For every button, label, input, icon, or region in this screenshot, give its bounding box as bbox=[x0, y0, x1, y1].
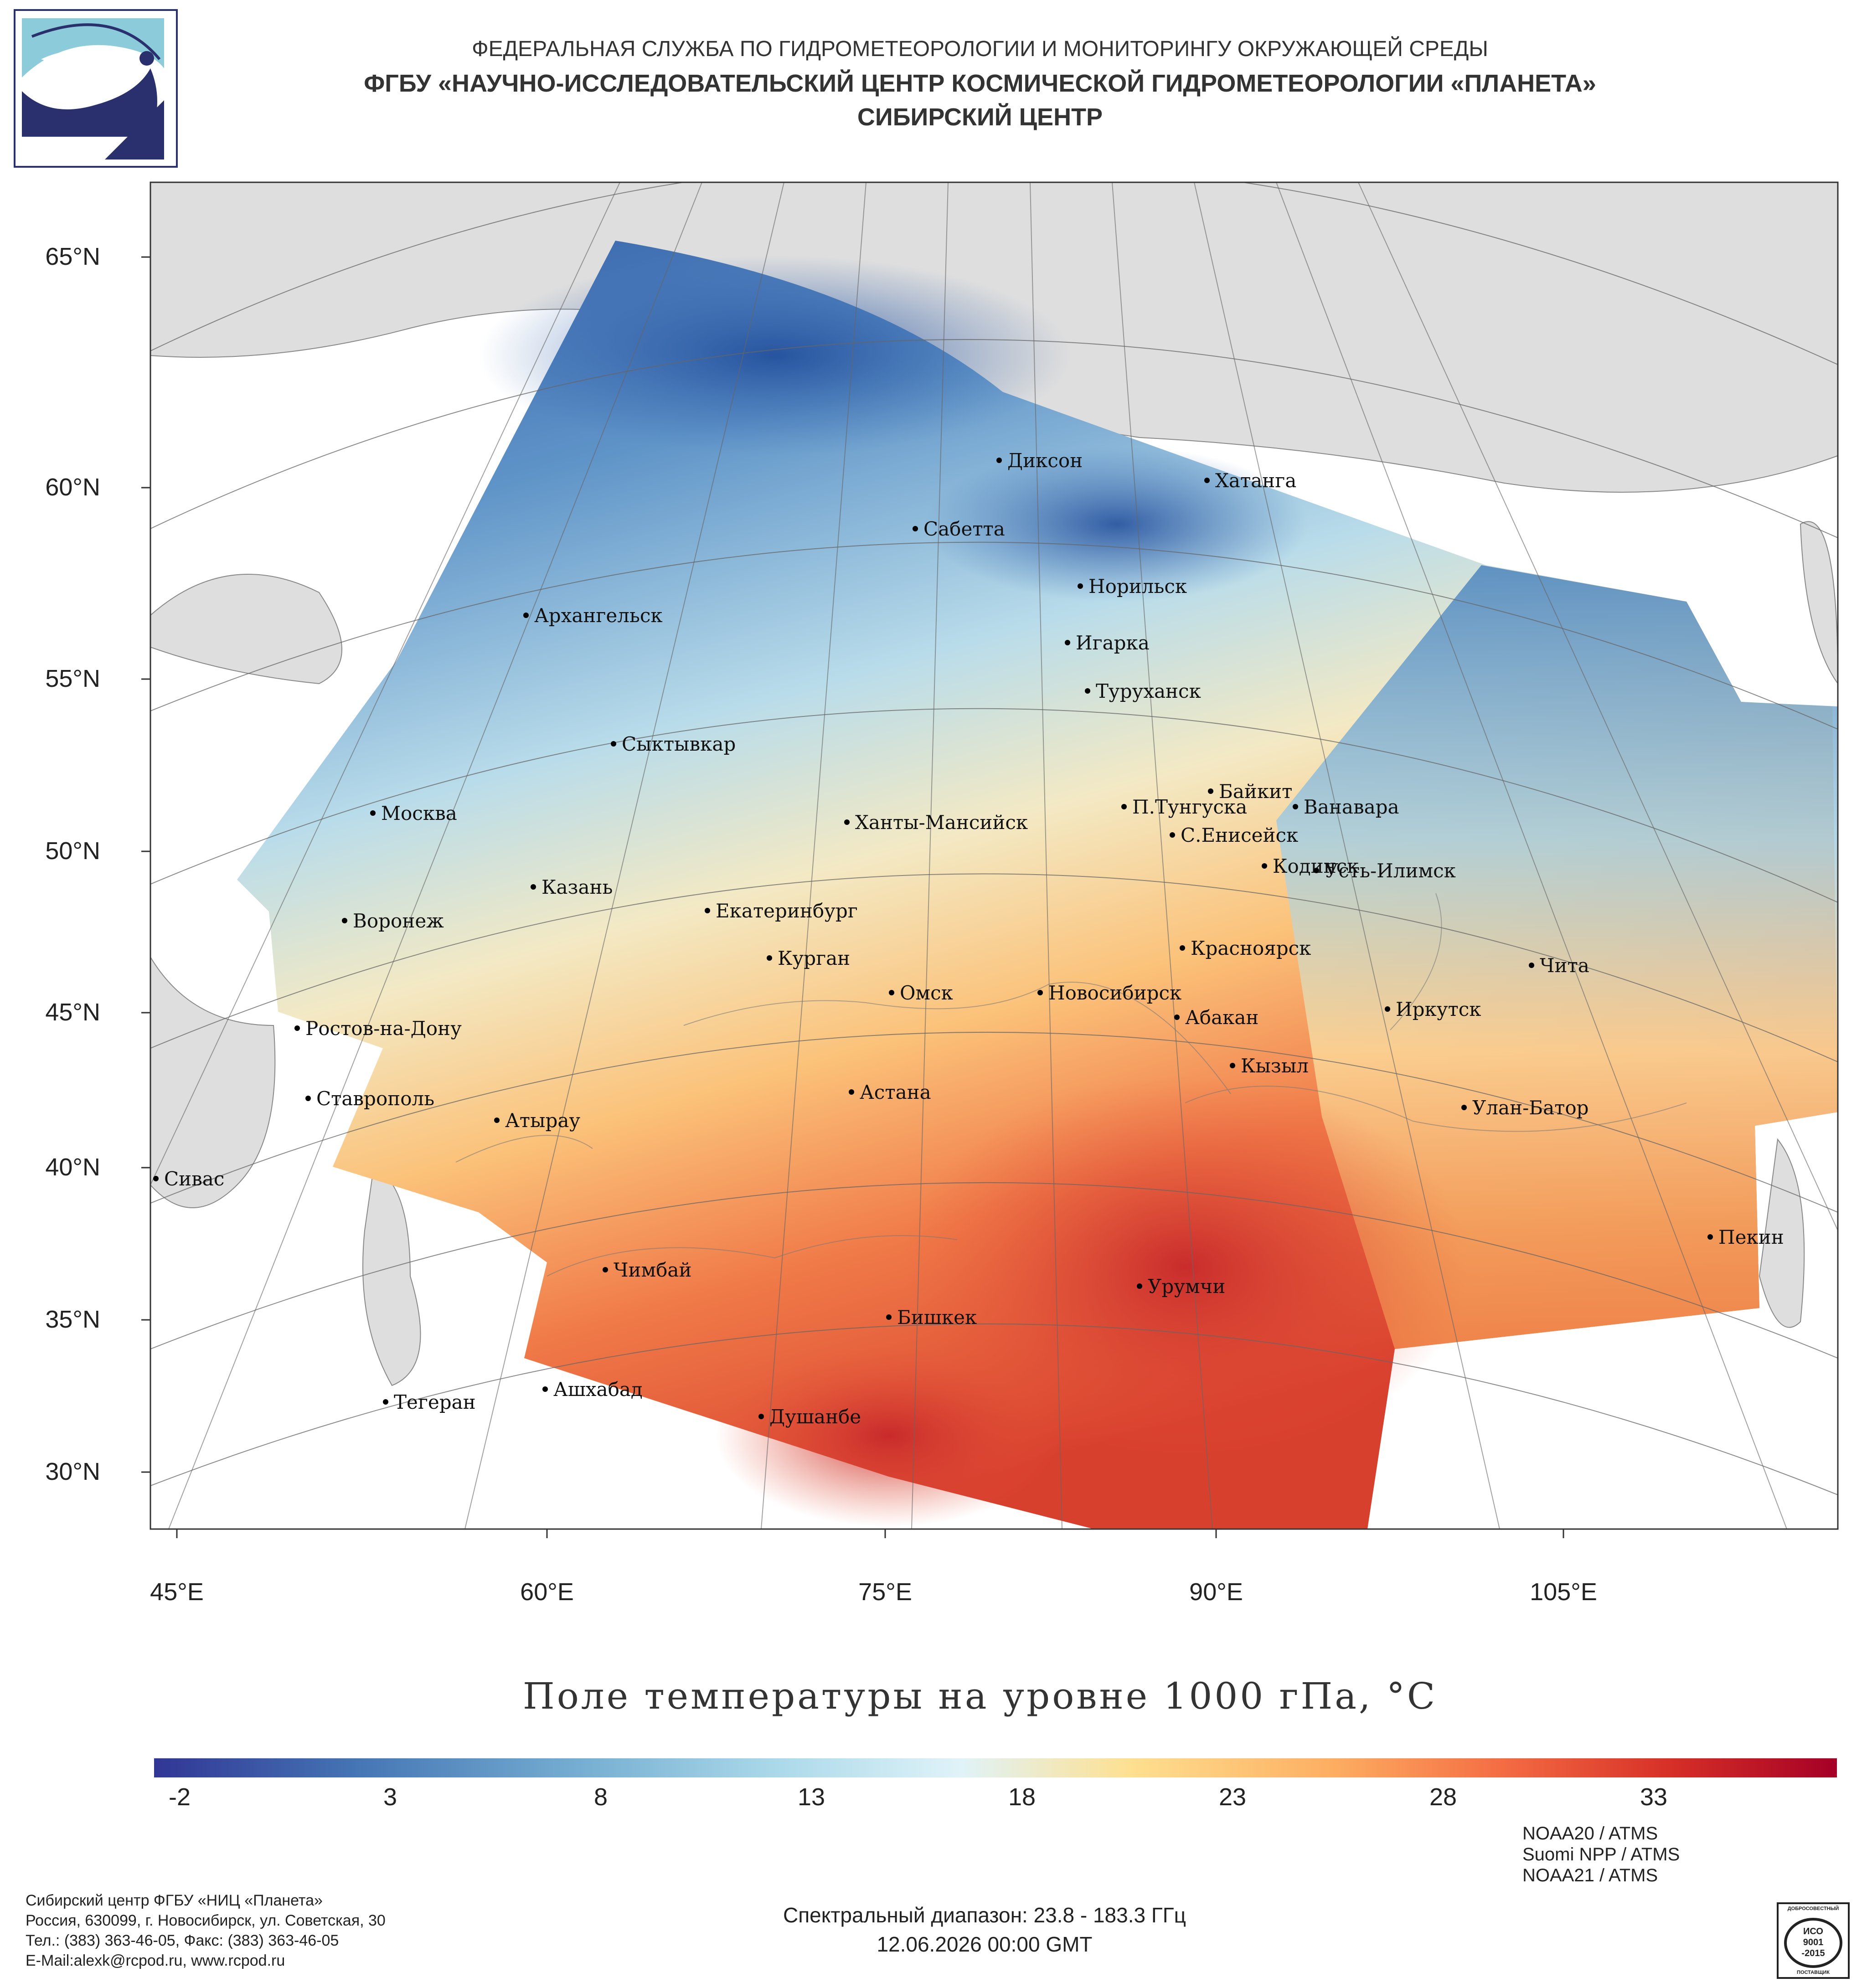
datetime: 12.06.2026 00:00 GMT bbox=[877, 1932, 1093, 1956]
lon-label-60: 60°E bbox=[520, 1578, 574, 1606]
city-atyrau: Атырау bbox=[494, 1109, 580, 1132]
colorbar bbox=[154, 1758, 1837, 1777]
city-abakan: Абакан bbox=[1174, 1006, 1258, 1029]
city-arkhangelsk: Архангельск bbox=[523, 604, 663, 627]
map-title: Поле температуры на уровне 1000 гПа, °C bbox=[522, 1675, 1438, 1717]
colorbar-tick: -2 bbox=[168, 1783, 191, 1811]
city-s-eniseysk: С.Енисейск bbox=[1170, 824, 1298, 846]
colorbar-tick: 33 bbox=[1640, 1783, 1668, 1811]
iso-badge: ДОБРОСОВЕСТНЫЙ ИСО 9001 -2015 ПОСТАВЩИК bbox=[1777, 1902, 1850, 1979]
city-kodinsk: Кодинск bbox=[1262, 855, 1359, 877]
city-igarka: Игарка bbox=[1065, 632, 1150, 654]
city-ashgabat: Ашхабад bbox=[542, 1378, 643, 1401]
lon-label-90: 90°E bbox=[1189, 1578, 1243, 1606]
colorbar-tick: 8 bbox=[593, 1783, 608, 1811]
lat-label-50: 50°N bbox=[45, 837, 100, 865]
city-omsk: Омск bbox=[889, 982, 953, 1004]
lat-label-30: 30°N bbox=[45, 1458, 100, 1485]
city-turukhansk: Туруханск bbox=[1085, 680, 1201, 702]
city-chimbay: Чимбай bbox=[603, 1259, 691, 1281]
footer-org: Сибирский центр ФГБУ «НИЦ «Планета» Росс… bbox=[26, 1892, 386, 1969]
city-syktyvkar: Сыктывкар bbox=[611, 733, 736, 755]
city-norilsk: Норильск bbox=[1078, 575, 1187, 597]
city-irkutsk: Иркутск bbox=[1385, 998, 1481, 1020]
city-sabetta: Сабетта bbox=[913, 518, 1005, 540]
city-ekaterinburg: Екатеринбург bbox=[705, 900, 858, 922]
header-center: СИБИРСКИЙ ЦЕНТР bbox=[857, 103, 1103, 131]
colorbar-tick: 28 bbox=[1429, 1783, 1457, 1811]
city-khatanga: Хатанга bbox=[1204, 469, 1296, 492]
colorbar-tick: 23 bbox=[1218, 1783, 1247, 1811]
city-novosibirsk: Новосибирск bbox=[1037, 982, 1181, 1004]
lon-label-45: 45°E bbox=[150, 1578, 204, 1606]
lat-label-45: 45°N bbox=[45, 999, 100, 1026]
colorbar-tick: 18 bbox=[1008, 1783, 1036, 1811]
city-krasnoyarsk: Красноярск bbox=[1180, 937, 1311, 959]
city-rostov: Ростов-на-Дону bbox=[294, 1017, 462, 1040]
city-vanavara: Ванавара bbox=[1293, 796, 1399, 818]
city-p-tunguska: П.Тунгуска bbox=[1121, 796, 1247, 818]
lat-label-65: 65°N bbox=[45, 243, 100, 270]
lon-label-75: 75°E bbox=[858, 1578, 912, 1606]
city-kyzyl: Кызыл bbox=[1230, 1055, 1309, 1077]
city-sivas: Сивас bbox=[153, 1168, 224, 1190]
temperature-map bbox=[141, 181, 1839, 1538]
lon-label-105: 105°E bbox=[1530, 1578, 1597, 1606]
city-ulan-bator: Улан-Батор bbox=[1461, 1097, 1589, 1119]
city-tehran: Тегеран bbox=[383, 1391, 476, 1413]
sensor-list: NOAA20 / ATMS Suomi NPP / ATMS NOAA21 / … bbox=[1522, 1823, 1680, 1885]
spectral-range: Спектральный диапазон: 23.8 - 183.3 ГГц bbox=[783, 1903, 1186, 1927]
lat-label-55: 55°N bbox=[45, 665, 100, 692]
city-astana: Астана bbox=[849, 1081, 931, 1103]
city-dushanbe: Душанбе bbox=[758, 1406, 861, 1428]
city-bishkek: Бишкек bbox=[886, 1306, 977, 1329]
city-ust-ilimsk: Усть-Илимск bbox=[1314, 860, 1456, 882]
lat-label-40: 40°N bbox=[45, 1154, 100, 1181]
city-kurgan: Курган bbox=[767, 947, 850, 969]
lat-label-60: 60°N bbox=[45, 474, 100, 501]
planeta-logo bbox=[14, 9, 178, 168]
city-baykit: Байкит bbox=[1208, 780, 1292, 803]
colorbar-tick: 13 bbox=[797, 1783, 825, 1811]
city-moscow: Москва bbox=[370, 802, 457, 824]
city-chita: Чита bbox=[1529, 954, 1589, 977]
colorbar-tick: 3 bbox=[383, 1783, 397, 1811]
lat-label-35: 35°N bbox=[45, 1306, 100, 1333]
city-urumqi: Урумчи bbox=[1137, 1275, 1225, 1298]
header-institution: ФГБУ «НАУЧНО-ИССЛЕДОВАТЕЛЬСКИЙ ЦЕНТР КОС… bbox=[364, 70, 1596, 97]
city-kazan: Казань bbox=[531, 876, 613, 898]
city-stavropol: Ставрополь bbox=[305, 1087, 434, 1110]
city-khanty-mansiysk: Ханты-Мансийск bbox=[844, 811, 1028, 834]
city-dikson: Диксон bbox=[996, 449, 1083, 472]
header-agency: ФЕДЕРАЛЬНАЯ СЛУЖБА ПО ГИДРОМЕТЕОРОЛОГИИ … bbox=[472, 37, 1488, 61]
city-voronezh: Воронеж bbox=[342, 910, 444, 932]
city-beijing: Пекин bbox=[1707, 1226, 1784, 1248]
